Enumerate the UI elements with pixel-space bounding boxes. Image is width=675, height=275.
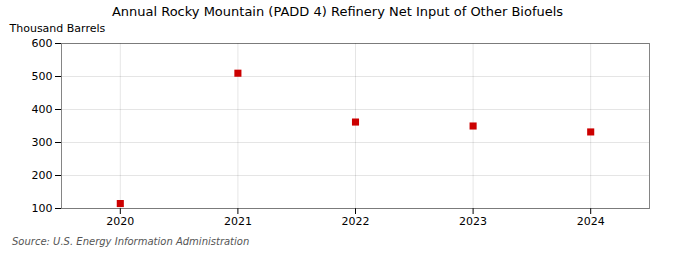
svg-text:2024: 2024 — [577, 215, 605, 228]
svg-text:2023: 2023 — [459, 215, 487, 228]
svg-text:100: 100 — [32, 202, 53, 215]
svg-text:300: 300 — [32, 136, 53, 149]
html-text:Source: U.S. Energy Informatio: Source: U.S. Energy Information Administ… — [12, 236, 250, 247]
svg-text:2022: 2022 — [342, 215, 370, 228]
svg-text:400: 400 — [32, 103, 53, 116]
svg-text:200: 200 — [32, 169, 53, 182]
svg-text:500: 500 — [32, 70, 53, 83]
svg-text:600: 600 — [32, 37, 53, 50]
svg-text:2021: 2021 — [224, 215, 252, 228]
html-text:Annual Rocky Mountain (PADD 4): Annual Rocky Mountain (PADD 4) Refinery … — [111, 4, 564, 19]
svg-text:Thousand Barrels: Thousand Barrels — [9, 22, 106, 35]
svg-text:2020: 2020 — [106, 215, 134, 228]
